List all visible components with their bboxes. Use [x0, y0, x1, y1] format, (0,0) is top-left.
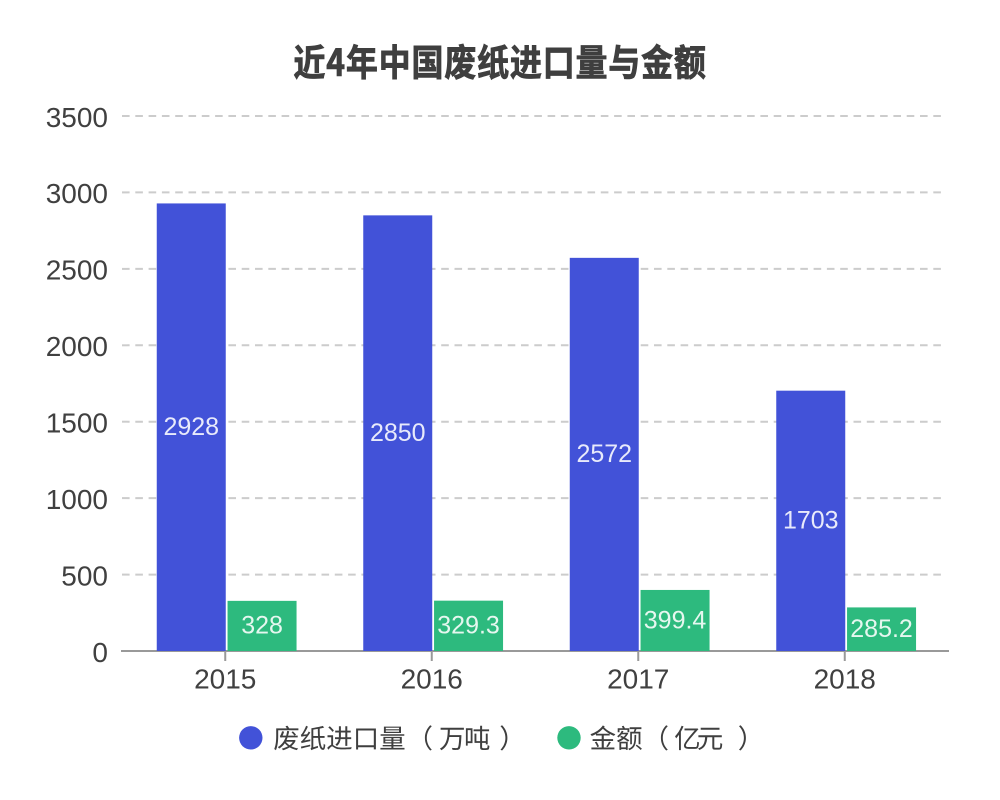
- svg-text:399.4: 399.4: [644, 606, 707, 634]
- svg-text:2928: 2928: [163, 413, 219, 441]
- svg-text:2018: 2018: [814, 664, 876, 695]
- svg-text:1500: 1500: [46, 408, 108, 439]
- svg-text:2500: 2500: [46, 255, 108, 286]
- svg-text:285.2: 285.2: [850, 615, 913, 643]
- svg-text:328: 328: [241, 612, 283, 640]
- svg-text:500: 500: [61, 560, 108, 591]
- svg-text:2016: 2016: [401, 664, 463, 695]
- svg-text:2000: 2000: [46, 331, 108, 362]
- svg-text:329.3: 329.3: [437, 612, 500, 640]
- svg-text:2572: 2572: [576, 440, 632, 468]
- svg-text:3000: 3000: [46, 178, 108, 209]
- svg-text:1000: 1000: [46, 484, 108, 515]
- svg-text:3500: 3500: [46, 102, 108, 133]
- svg-text:1703: 1703: [783, 507, 839, 535]
- svg-text:0: 0: [92, 637, 108, 668]
- svg-text:2017: 2017: [607, 664, 669, 695]
- svg-text:2015: 2015: [194, 664, 256, 695]
- svg-text:2850: 2850: [370, 419, 426, 447]
